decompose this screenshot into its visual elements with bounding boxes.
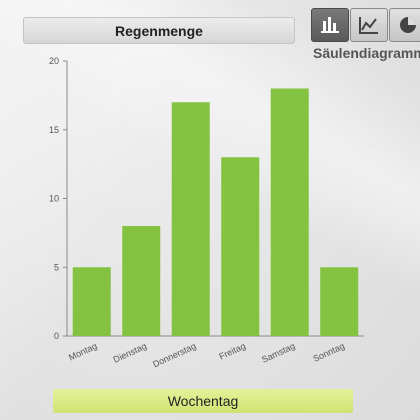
y-tick-label: 10 xyxy=(49,194,59,204)
x-tick-label: Samstag xyxy=(260,341,296,365)
x-tick-label: Dienstag xyxy=(112,341,148,365)
pie-chart-icon xyxy=(400,17,416,33)
x-tick-label: Donnerstag xyxy=(151,341,197,370)
y-tick-label: 15 xyxy=(49,125,59,135)
chart-mode-label: Säulendiagramm xyxy=(313,45,420,61)
bar-chart-icon xyxy=(321,17,339,33)
line-chart-button[interactable] xyxy=(350,8,388,42)
pie-chart-button[interactable] xyxy=(389,8,420,42)
bar-donnerstag[interactable] xyxy=(171,102,210,336)
bar-dienstag[interactable] xyxy=(122,226,161,336)
bar-chart-button[interactable] xyxy=(311,8,349,42)
x-tick-label: Freitag xyxy=(217,341,247,362)
x-tick-label: Sonntag xyxy=(311,341,346,364)
bar-freitag[interactable] xyxy=(221,157,260,336)
x-tick-label: Montag xyxy=(67,341,98,363)
x-axis-label: Wochentag xyxy=(167,393,239,409)
bar-sonntag[interactable] xyxy=(320,267,359,336)
chart-title: Regenmenge xyxy=(115,22,203,39)
x-axis-label-bar: Wochentag xyxy=(53,389,353,413)
chart-title-bar: Regenmenge xyxy=(23,17,295,44)
y-tick-label: 20 xyxy=(49,56,59,66)
line-chart-icon xyxy=(359,17,378,34)
y-tick-label: 0 xyxy=(54,331,59,341)
y-tick-label: 5 xyxy=(54,262,59,272)
bar-samstag[interactable] xyxy=(270,88,309,337)
bar-montag[interactable] xyxy=(72,267,111,336)
